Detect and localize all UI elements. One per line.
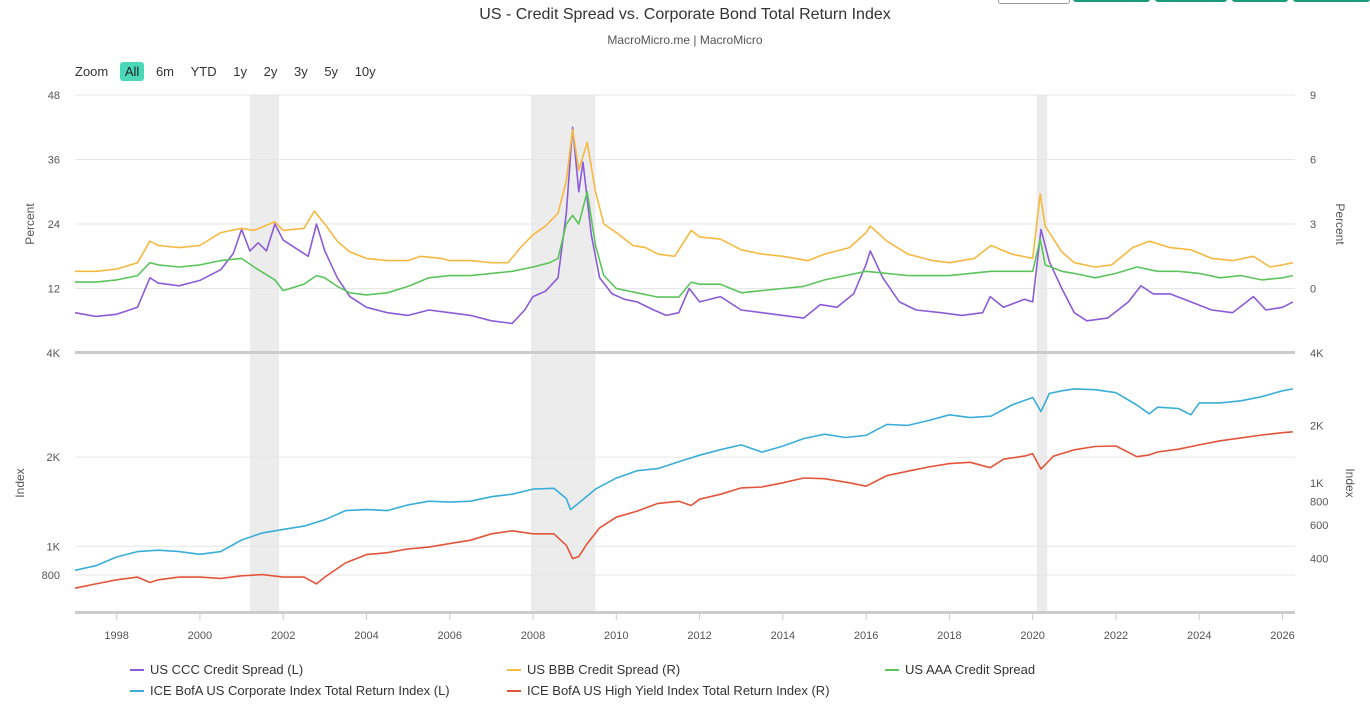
right-axis-tick-label: 800 — [1310, 496, 1328, 508]
x-axis-tick-label: 2006 — [438, 630, 462, 642]
toolbar-button-3[interactable] — [1232, 0, 1288, 2]
right-axis-tick-label: 2K — [1310, 420, 1324, 432]
zoom-button-3y[interactable]: 3y — [293, 64, 308, 79]
right-axis-tick-label: 3 — [1310, 219, 1316, 231]
panel-divider — [75, 351, 1295, 354]
legend-label: US CCC Credit Spread (L) — [150, 662, 304, 677]
x-axis-tick-label: 2020 — [1020, 630, 1044, 642]
right-axis-title: Percent — [1333, 203, 1347, 245]
x-axis-tick-label: 2000 — [188, 630, 212, 642]
legend-item-ccc[interactable]: US CCC Credit Spread (L) — [130, 662, 303, 677]
series-line-aaa[interactable] — [75, 191, 1294, 298]
legend-label: ICE BofA US Corporate Index Total Return… — [150, 683, 450, 698]
x-axis-tick-label: 2014 — [771, 630, 795, 642]
legend-swatch — [507, 668, 521, 671]
right-axis-title: Index — [1343, 468, 1357, 497]
left-axis-title: Percent — [23, 203, 37, 245]
series-line-corp[interactable] — [74, 388, 1294, 572]
x-axis-tick-label: 2024 — [1187, 630, 1211, 642]
legend-label: US AAA Credit Spread — [905, 662, 1036, 677]
x-axis-tick-label: 2002 — [271, 630, 295, 642]
right-axis-tick-label: 1K — [1310, 478, 1324, 490]
right-axis-tick-label: 400 — [1310, 554, 1328, 566]
legend-item-corp[interactable]: ICE BofA US Corporate Index Total Return… — [130, 683, 450, 698]
left-axis-tick-label: 4K — [47, 348, 61, 360]
series-line-bbb[interactable] — [75, 128, 1294, 273]
zoom-button-2y[interactable]: 2y — [263, 64, 278, 79]
x-axis-tick-label: 2012 — [687, 630, 711, 642]
left-axis-tick-label: 2K — [47, 452, 61, 464]
x-axis-tick-label: 2008 — [521, 630, 545, 642]
right-axis-tick-label: 9 — [1310, 90, 1316, 102]
x-axis-line — [75, 611, 1295, 614]
right-axis-tick-label: 4K — [1310, 348, 1324, 360]
zoom-label: Zoom — [75, 64, 109, 79]
chart-title: US - Credit Spread vs. Corporate Bond To… — [479, 6, 891, 23]
x-axis-tick-label: 2018 — [937, 630, 961, 642]
series-line-ccc[interactable] — [74, 126, 1294, 325]
legend-swatch — [885, 668, 899, 671]
toolbar-button-2[interactable] — [1155, 0, 1227, 2]
zoom-button-ytd[interactable]: YTD — [190, 64, 217, 79]
legend-swatch — [130, 689, 144, 692]
left-axis-tick-label: 48 — [48, 90, 60, 102]
legend-item-aaa[interactable]: US AAA Credit Spread — [885, 662, 1035, 677]
legend-swatch — [130, 668, 144, 671]
series-line-hy[interactable] — [74, 431, 1293, 589]
right-axis-tick-label: 6 — [1310, 155, 1316, 167]
left-axis-tick-label: 24 — [48, 219, 60, 231]
zoom-button-5y[interactable]: 5y — [324, 64, 339, 79]
zoom-button-all[interactable]: All — [119, 62, 145, 81]
toolbar-button-4[interactable] — [1293, 0, 1370, 2]
legend-item-hy[interactable]: ICE BofA US High Yield Index Total Retur… — [507, 683, 830, 698]
x-axis-tick-label: 2026 — [1270, 630, 1294, 642]
right-axis-tick-label: 600 — [1310, 520, 1328, 532]
x-axis-tick-label: 1998 — [104, 630, 128, 642]
left-axis-title: Index — [13, 468, 27, 497]
left-axis-tick-label: 800 — [42, 570, 60, 582]
zoom-button-1y[interactable]: 1y — [233, 64, 247, 79]
toolbar-button-1[interactable] — [1073, 0, 1150, 2]
series-lines — [74, 126, 1294, 589]
toolbar-button-outline[interactable] — [998, 0, 1070, 4]
legend-item-bbb[interactable]: US BBB Credit Spread (R) — [507, 662, 680, 677]
right-axis-tick-label: 0 — [1310, 284, 1316, 296]
zoom-selector: Zoom All 6m YTD 1y 2y 3y 5y 10y — [75, 62, 384, 81]
zoom-button-6m[interactable]: 6m — [155, 64, 174, 79]
left-axis-tick-label: 12 — [48, 284, 60, 296]
left-axis-tick-label: 1K — [47, 541, 61, 553]
legend-label: US BBB Credit Spread (R) — [527, 662, 681, 677]
x-axis-tick-label: 2004 — [354, 630, 378, 642]
axes: 48 36 24 12 9 6 3 0 Percent Percent 4K 2K 1K 800 4K 2K 1… — [13, 90, 1357, 642]
x-axis-tick-label: 2010 — [604, 630, 628, 642]
x-axis-tick-label: 2022 — [1104, 630, 1128, 642]
left-axis-tick-label: 36 — [48, 155, 60, 167]
x-axis-tick-label: 2016 — [854, 630, 878, 642]
legend-label: ICE BofA US High Yield Index Total Retur… — [527, 683, 830, 698]
legend-swatch — [507, 689, 521, 692]
chart-subtitle: MacroMicro.me | MacroMicro — [607, 33, 763, 47]
zoom-button-10y[interactable]: 10y — [354, 64, 376, 79]
